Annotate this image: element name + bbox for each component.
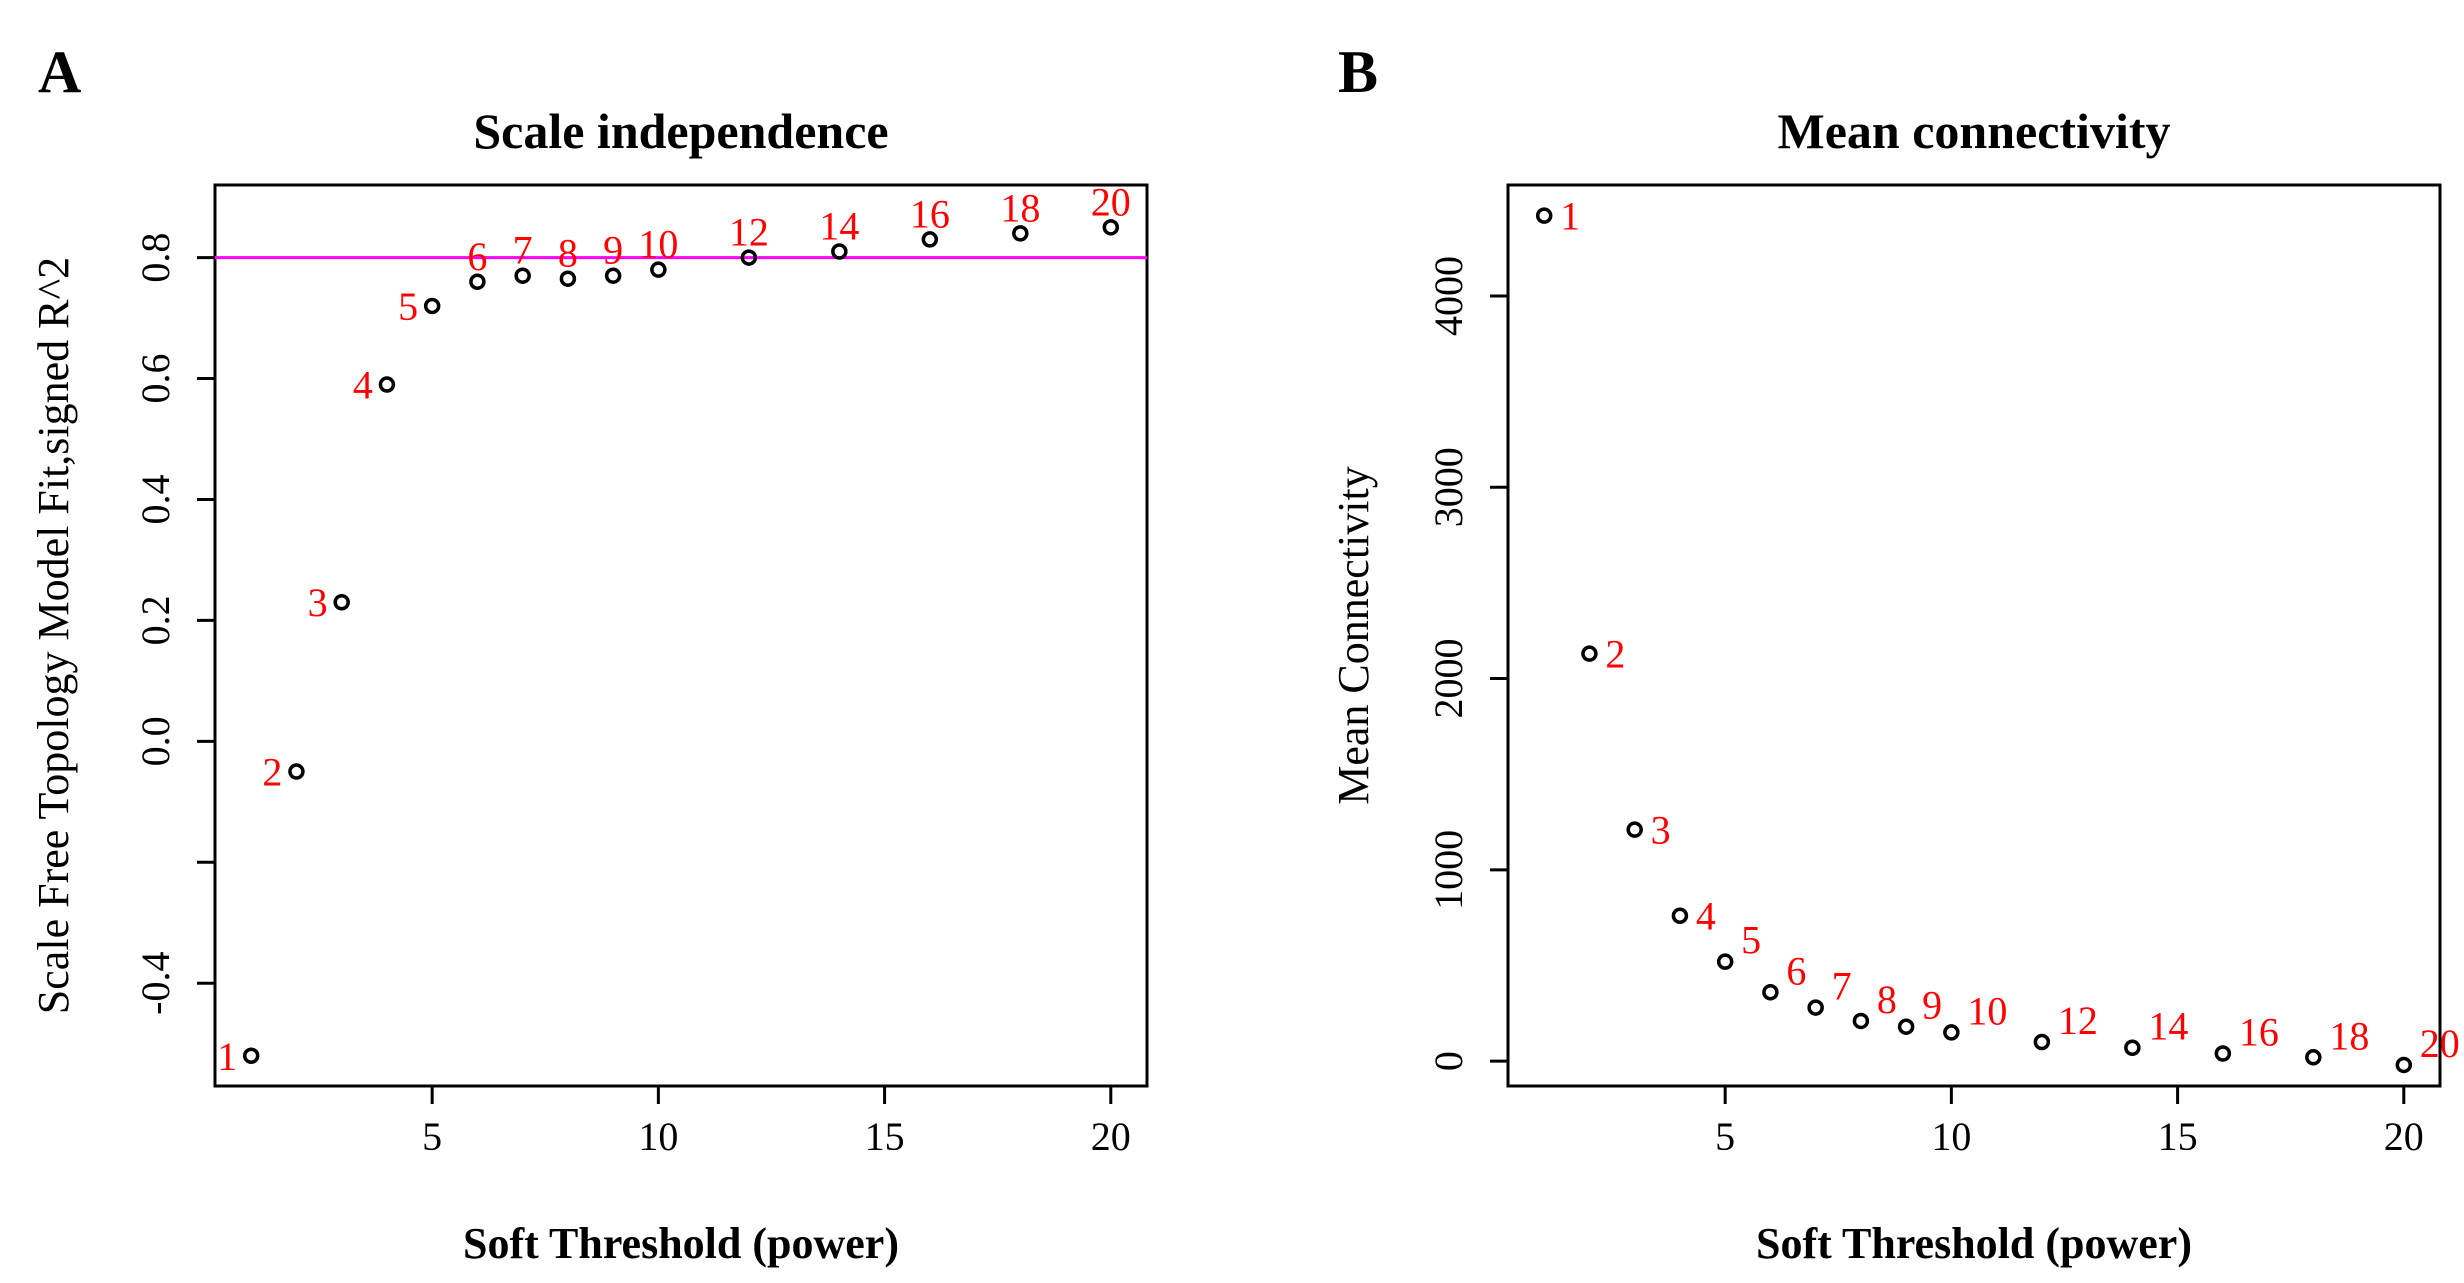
data-point xyxy=(604,267,622,284)
data-point xyxy=(2395,1056,2413,1074)
data-point xyxy=(2305,1049,2322,1066)
data-point xyxy=(378,376,396,393)
data-point xyxy=(288,763,305,780)
point-label: 5 xyxy=(1741,918,1761,963)
chart-title: Scale independence xyxy=(473,103,888,159)
y-tick-label: 1000 xyxy=(1426,830,1471,910)
x-tick-label: 20 xyxy=(1091,1114,1131,1159)
point-label: 3 xyxy=(1651,808,1671,853)
point-label: 7 xyxy=(1832,964,1852,1009)
plot-frame xyxy=(1506,183,2442,1088)
point-label: 4 xyxy=(1696,894,1716,939)
point-label: 9 xyxy=(603,228,623,273)
point-label: 8 xyxy=(1877,977,1897,1022)
point-label: 12 xyxy=(2058,998,2098,1043)
data-point xyxy=(2033,1033,2051,1051)
data-point xyxy=(1535,207,1553,224)
data-point xyxy=(831,243,848,260)
point-label: 18 xyxy=(2329,1013,2369,1058)
y-tick-label: 0.8 xyxy=(133,233,178,283)
y-tick-label: 0.0 xyxy=(133,716,178,766)
point-label: 3 xyxy=(308,580,328,625)
data-point xyxy=(921,231,939,248)
point-label: 14 xyxy=(819,204,859,249)
data-point xyxy=(1943,1024,1960,1041)
y-axis-label: Scale Free Topology Model Fit,signed R^2 xyxy=(29,257,78,1014)
chart-title: Mean connectivity xyxy=(1778,103,2171,159)
point-label: 16 xyxy=(2239,1009,2279,1054)
point-label: 14 xyxy=(2148,1004,2188,1049)
y-tick-label: 0.2 xyxy=(133,595,178,645)
panel-letter: B xyxy=(1338,39,1378,105)
point-label: 2 xyxy=(262,750,282,795)
point-label: 20 xyxy=(1091,179,1131,224)
y-tick-label: 4000 xyxy=(1426,256,1471,336)
data-point xyxy=(1897,1018,1915,1035)
point-label: 18 xyxy=(1000,185,1040,230)
data-point xyxy=(1852,1012,1870,1030)
data-point xyxy=(1807,999,1824,1016)
x-axis-label: Soft Threshold (power) xyxy=(1756,1219,2192,1268)
point-label: 10 xyxy=(638,222,678,267)
point-label: 4 xyxy=(353,363,373,408)
x-tick-label: 10 xyxy=(638,1114,678,1159)
x-tick-label: 5 xyxy=(422,1114,442,1159)
y-tick-label: 2000 xyxy=(1426,639,1471,719)
x-tick-label: 5 xyxy=(1715,1114,1735,1159)
point-label: 8 xyxy=(558,231,578,276)
point-label: 9 xyxy=(1922,983,1942,1028)
data-point xyxy=(650,261,667,278)
panel-letter: A xyxy=(38,39,81,105)
data-point xyxy=(559,270,577,287)
y-tick-label: 0 xyxy=(1426,1051,1471,1071)
point-label: 2 xyxy=(1605,632,1625,677)
point-label: 5 xyxy=(398,284,418,329)
y-tick-label: -0.4 xyxy=(133,952,178,1015)
x-tick-label: 10 xyxy=(1931,1114,1971,1159)
point-label: 16 xyxy=(910,191,950,236)
data-point xyxy=(1716,953,1734,970)
data-point xyxy=(1762,984,1779,1001)
data-point xyxy=(1626,821,1643,838)
data-point xyxy=(2124,1039,2141,1056)
point-label: 12 xyxy=(729,210,769,255)
x-axis-label: Soft Threshold (power) xyxy=(463,1219,899,1268)
plot-frame xyxy=(213,183,1149,1088)
data-point xyxy=(1671,907,1689,924)
point-label: 20 xyxy=(2420,1021,2460,1066)
data-point xyxy=(423,297,441,315)
data-point xyxy=(514,267,531,284)
data-point xyxy=(1581,645,1598,662)
point-label: 6 xyxy=(1786,948,1806,993)
x-tick-label: 15 xyxy=(865,1114,905,1159)
point-label: 1 xyxy=(1560,194,1580,239)
data-point xyxy=(740,249,758,266)
data-point xyxy=(1102,219,1120,236)
y-tick-label: 0.4 xyxy=(133,474,178,524)
y-axis-label: Mean Connectivity xyxy=(1329,466,1378,805)
data-point xyxy=(1012,225,1029,242)
point-label: 6 xyxy=(467,234,487,279)
point-label: 10 xyxy=(1967,988,2007,1033)
x-tick-label: 20 xyxy=(2384,1114,2424,1159)
data-point xyxy=(242,1047,260,1065)
data-point xyxy=(333,593,350,611)
x-tick-label: 15 xyxy=(2158,1114,2198,1159)
point-label: 1 xyxy=(217,1034,237,1079)
y-tick-label: 3000 xyxy=(1426,447,1471,527)
data-point xyxy=(2214,1045,2232,1062)
y-tick-label: 0.6 xyxy=(133,354,178,404)
data-point xyxy=(469,273,486,291)
point-label: 7 xyxy=(513,228,533,273)
